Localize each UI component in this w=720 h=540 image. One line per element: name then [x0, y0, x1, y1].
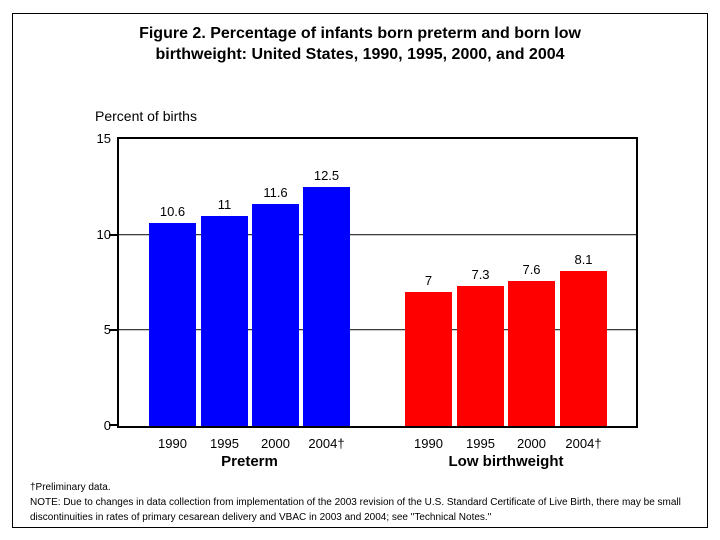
y-tick-label: 10 [96, 226, 111, 242]
x-tick-label: 1995 [466, 436, 495, 451]
bar-value-label: 11.6 [263, 185, 288, 200]
bar [457, 286, 504, 426]
gridline [119, 233, 636, 236]
bar-value-label: 7.6 [522, 262, 541, 277]
x-tick-label: 2000 [261, 436, 290, 451]
plot-area: 10.6 1990 11 1995 11.6 2000 12.5 2004† Preterm 7 1… [109, 137, 638, 470]
x-tick-label: 2000 [517, 436, 546, 451]
x-tick-label: 2004† [308, 436, 345, 451]
bar [405, 292, 452, 426]
figure-title: Figure 2. Percentage of infants born pre… [139, 25, 581, 63]
footnote-preliminary: †Preliminary data. [30, 482, 111, 493]
bar-value-label: 8.1 [574, 252, 593, 267]
bar-value-label: 7.3 [471, 267, 490, 282]
bar [560, 271, 607, 426]
bar [201, 216, 248, 426]
group-label: Preterm [221, 453, 278, 470]
bar-value-label: 10.6 [159, 204, 186, 219]
footnotes: †Preliminary data. NOTE: Due to changes … [30, 480, 710, 525]
bar-value-label: 11 [217, 197, 232, 212]
bar [303, 187, 350, 426]
y-axis-tick [109, 233, 119, 236]
y-tick-label: 15 [96, 131, 111, 146]
y-axis-tick [109, 329, 119, 332]
bar [149, 223, 196, 426]
x-tick-label: 1990 [414, 436, 443, 451]
x-tick-label: 1990 [158, 436, 187, 451]
gridline [119, 329, 636, 332]
y-tick-label: 5 [103, 322, 111, 338]
footnote-note: NOTE: Due to changes in data collection … [30, 497, 681, 523]
bar-value-label: 12.5 [313, 168, 340, 183]
y-tick-label: 0 [103, 418, 111, 433]
group-label: Low birthweight [448, 453, 564, 470]
bar [252, 204, 299, 426]
y-axis-tick [109, 424, 119, 426]
bar [508, 281, 555, 426]
y-axis-label: Percent of births [95, 108, 197, 124]
figure-title-wrap: Figure 2. Percentage of infants born pre… [0, 23, 720, 65]
figure-border [12, 13, 708, 528]
x-tick-label: 2004† [565, 436, 602, 451]
x-tick-label: 1995 [210, 436, 239, 451]
bar-value-label: 7 [424, 273, 433, 288]
